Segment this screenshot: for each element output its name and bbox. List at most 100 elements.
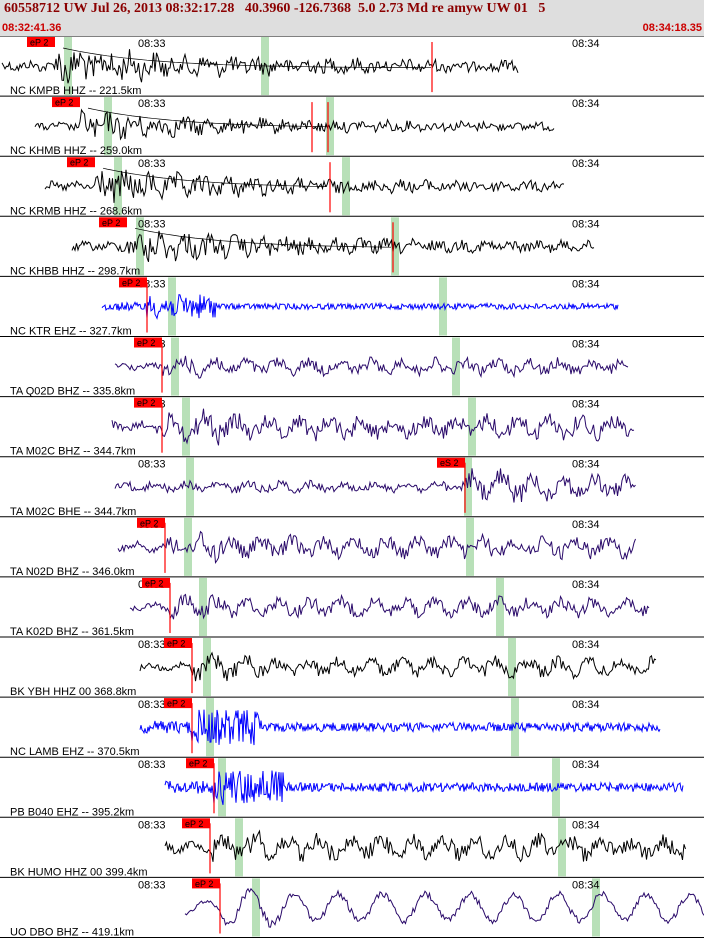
time-tick-label: 08:33 — [138, 218, 166, 230]
station-label: PB B040 EHZ -- 395.2km — [10, 806, 134, 818]
green-window — [552, 758, 560, 817]
pick-label-box — [119, 277, 147, 288]
pick-label: eP 2 — [30, 38, 48, 48]
green-window — [218, 758, 226, 817]
station-label: TA M02C BHZ -- 344.7km — [10, 446, 136, 458]
pick-label-box — [192, 878, 220, 889]
pick-label: eP 2 — [102, 218, 120, 228]
green-window — [252, 878, 260, 937]
station-label: UO DBO BHZ -- 419.1km — [10, 927, 134, 938]
time-tick-label: 08:34 — [572, 879, 600, 891]
waveform — [71, 230, 595, 262]
green-window — [168, 277, 176, 336]
pick-label: eP 2 — [145, 578, 163, 588]
waveform — [164, 770, 684, 806]
station-label: TA M02C BHE -- 344.7km — [10, 506, 136, 518]
station-label: TA N02D BHZ -- 346.0km — [10, 566, 135, 578]
station-label: NC KHBB HHZ -- 298.7km — [10, 265, 140, 277]
time-tick-label: 08:34 — [572, 38, 600, 50]
time-tick-label: 08:34 — [572, 218, 600, 230]
time-tick-label: 08:34 — [572, 399, 600, 411]
waveform — [111, 408, 635, 446]
trace-panel: 08:33 08:34 eP 2 BK HUMO HHZ 00 399.4km — [0, 816, 704, 878]
trace-panel: 08:33 08:34 eP 2 NC KHBB HHZ -- 298.7km — [0, 215, 704, 277]
pick-label-box — [182, 818, 210, 829]
event-title: 60558712 UW Jul 26, 2013 08:32:17.28 40.… — [4, 1, 546, 16]
pick-label: eP 2 — [122, 278, 140, 288]
green-window — [114, 157, 122, 216]
pick-label: eP 2 — [195, 879, 213, 889]
station-label: NC LAMB EHZ -- 370.5km — [10, 746, 140, 758]
green-window — [508, 638, 516, 697]
pick-label: eS 2 — [440, 458, 459, 468]
pick-label: eP 2 — [55, 98, 73, 108]
coda-decay-curve — [102, 167, 328, 187]
time-tick-label: 08:33 — [138, 759, 166, 771]
trace-panel: 08:33 08:34 eS 2 TA M02C BHE -- 344.7km — [0, 456, 704, 518]
pick-label: eP 2 — [70, 158, 88, 168]
start-time: 08:32:41.36 — [2, 22, 62, 34]
station-label: NC KRMB HHZ -- 268.6km — [10, 205, 142, 217]
waveform — [117, 530, 636, 564]
green-window — [182, 397, 190, 456]
station-label: NC KTR EHZ -- 327.7km — [10, 326, 132, 338]
time-tick-label: 08:34 — [572, 278, 600, 290]
waveform — [164, 829, 686, 863]
time-tick-label: 08:34 — [572, 459, 600, 471]
green-window — [326, 97, 334, 156]
time-tick-label: 08:34 — [572, 579, 600, 591]
trace-panel: 08:33 08:34 eP 2 NC LAMB EHZ -- 370.5km — [0, 696, 704, 758]
waveform — [1, 49, 519, 84]
station-label: NC KMPB HHZ -- 221.5km — [10, 85, 141, 97]
waveform — [184, 887, 704, 928]
trace-panel: 08:33 08:34 eP 2 UO DBO BHZ -- 419.1km — [0, 876, 704, 938]
pick-label-box — [164, 698, 192, 709]
green-window — [203, 638, 211, 697]
station-label: BK YBH HHZ 00 368.8km — [10, 686, 136, 698]
pick-label: eP 2 — [167, 699, 185, 709]
trace-panel: 08:33 08:34 eP 2 NC KMPB HHZ -- 221.5km — [0, 36, 704, 97]
station-label: TA K02D BHZ -- 361.5km — [10, 626, 134, 638]
time-tick-label: 08:34 — [572, 699, 600, 711]
pick-label-box — [52, 97, 80, 108]
station-label: BK HUMO HHZ 00 399.4km — [10, 866, 148, 878]
green-window — [199, 577, 207, 636]
station-label: NC KHMB HHZ -- 259.0km — [10, 145, 142, 157]
time-tick-label: 08:33 — [138, 879, 166, 891]
pick-label-box — [134, 397, 162, 408]
green-window — [235, 818, 243, 877]
trace-panel: 08:33 08:34 eP 2 PB B040 EHZ -- 395.2km — [0, 756, 704, 818]
pick-label-box — [142, 577, 170, 588]
green-window — [468, 397, 476, 456]
station-label: TA Q02D BHZ -- 335.8km — [10, 386, 135, 398]
green-window — [64, 37, 72, 96]
pick-label-box — [134, 337, 162, 348]
coda-decay-curve — [134, 227, 392, 248]
pick-label-box — [99, 217, 127, 228]
time-tick-label: 08:34 — [572, 158, 600, 170]
waveform — [34, 108, 555, 141]
time-tick-label: 08:33 — [138, 98, 166, 110]
time-tick-label: 08:33 — [138, 639, 166, 651]
time-tick-label: 08:34 — [572, 519, 600, 531]
time-tick-label: 08:33 — [138, 819, 166, 831]
pick-label: eP 2 — [185, 819, 203, 829]
trace-panel: 08:33 08:34 eP 2 NC KHMB HHZ -- 259.0km — [0, 95, 704, 157]
green-window — [558, 818, 566, 877]
green-window — [391, 217, 399, 276]
pick-label-box — [67, 157, 95, 168]
pick-label-box — [186, 758, 214, 769]
waveform — [114, 355, 629, 379]
end-time: 08:34:18.35 — [642, 22, 702, 34]
pick-label: eP 2 — [140, 518, 158, 528]
pick-label: eP 2 — [137, 338, 155, 348]
time-tick-label: 08:33 — [138, 38, 166, 50]
pick-label: eP 2 — [167, 639, 185, 649]
green-window — [136, 217, 144, 276]
green-window — [496, 577, 504, 636]
